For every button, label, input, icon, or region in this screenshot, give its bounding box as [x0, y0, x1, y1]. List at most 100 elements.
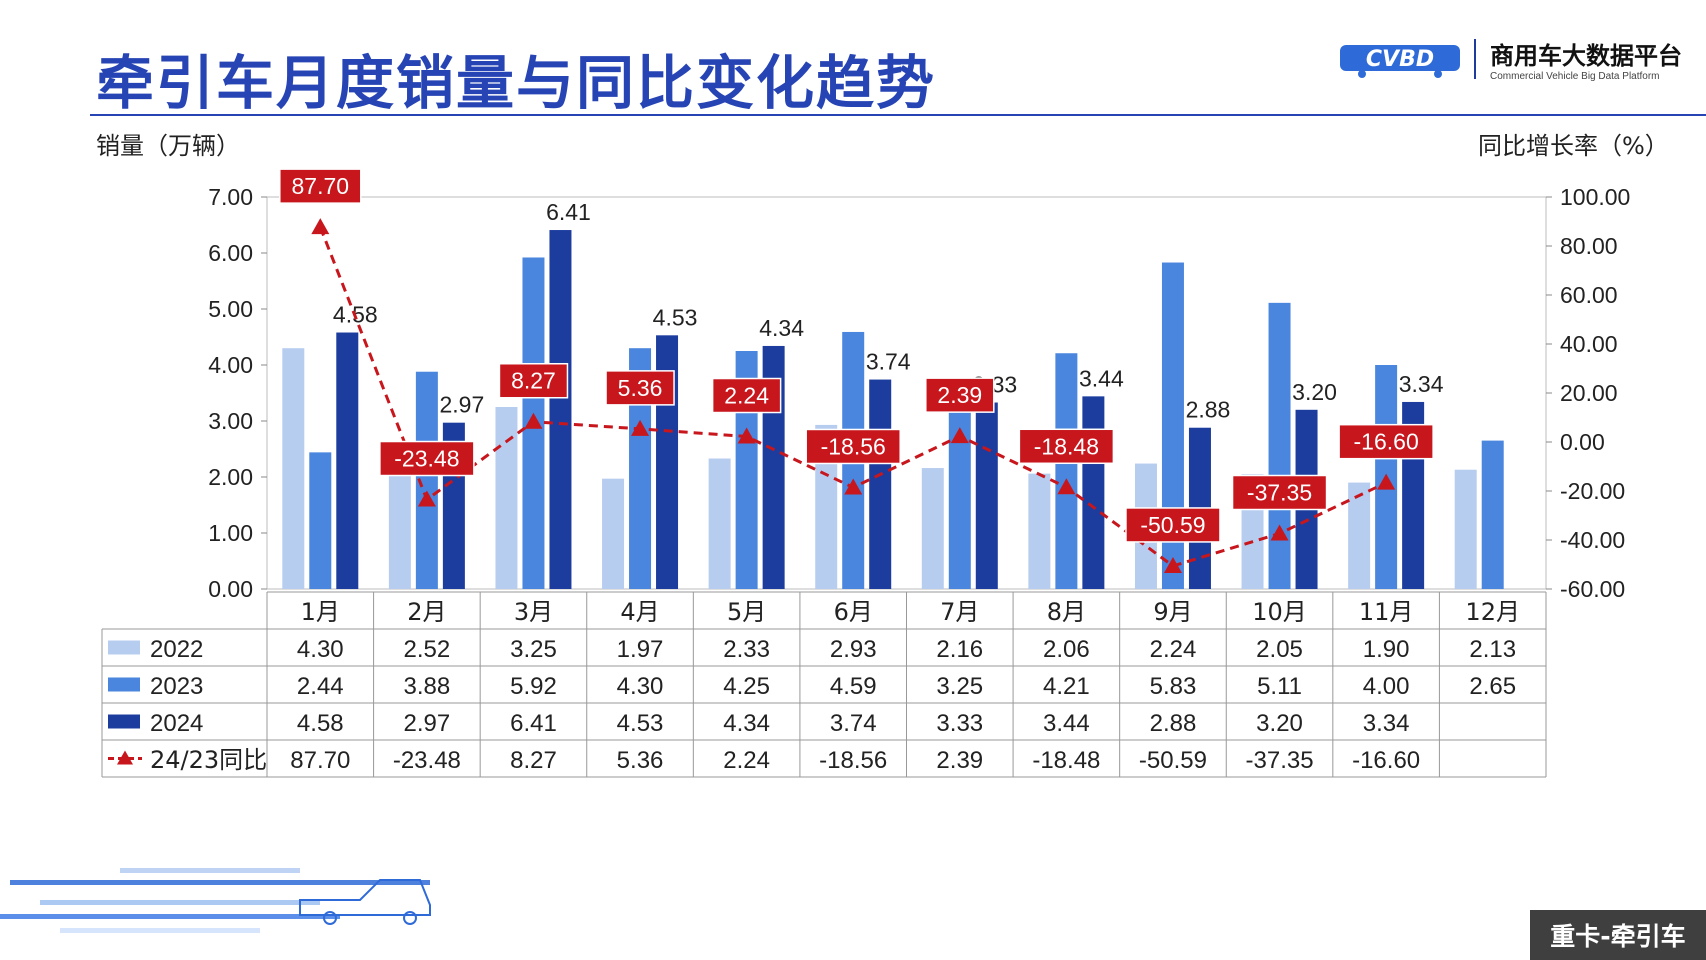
yoy-value-label: -37.35 [1247, 480, 1312, 506]
decor-streak [120, 868, 300, 873]
bar-2023 [415, 371, 438, 589]
bar-2023 [309, 452, 332, 589]
bar-2022 [602, 478, 625, 589]
y-tick-label: 0.00 [208, 576, 253, 602]
y2-tick-label: -40.00 [1560, 527, 1625, 553]
y-tick-label: 6.00 [208, 240, 253, 266]
bar-value-label-2024: 3.20 [1292, 379, 1337, 405]
brand-separator [1474, 39, 1476, 79]
yoy-value-label: 8.27 [511, 368, 556, 394]
yoy-value-label: -18.48 [1034, 433, 1099, 459]
bar-2022 [1028, 473, 1051, 589]
table-cell-value: -37.35 [1246, 747, 1314, 774]
y-tick-label: 1.00 [208, 520, 253, 546]
bar-2022 [815, 424, 838, 589]
x-category-label: 8月 [1047, 598, 1086, 626]
yoy-value-label: -23.48 [394, 446, 459, 472]
bar-2022 [1454, 469, 1477, 589]
legend-swatch-2024 [108, 714, 140, 729]
decor-streak [0, 914, 340, 919]
table-cell-value: 2.39 [936, 747, 983, 774]
yoy-marker [1163, 556, 1182, 573]
yoy-marker [1270, 524, 1289, 541]
yoy-value-label: 2.24 [724, 383, 769, 409]
yoy-marker [631, 419, 650, 436]
bar-2022 [388, 447, 411, 589]
table-cell-value: 4.25 [723, 673, 770, 700]
x-category-label: 2月 [407, 598, 446, 626]
yoy-value-label: 5.36 [618, 375, 663, 401]
bar-2024 [869, 379, 892, 589]
y2-tick-label: 80.00 [1560, 233, 1618, 259]
table-cell-value: 3.25 [510, 636, 557, 663]
table-cell-value: 2.05 [1256, 636, 1303, 663]
table-cell-value: 4.00 [1363, 673, 1410, 700]
x-category-label: 4月 [620, 598, 659, 626]
x-category-label: 6月 [834, 598, 873, 626]
truck-wheel-icon [323, 911, 337, 925]
brand-block: CVBD 商用车大数据平台 Commercial Vehicle Big Dat… [1340, 36, 1682, 82]
table-cell-value: 3.74 [830, 710, 877, 737]
y2-tick-label: 0.00 [1560, 429, 1605, 455]
bar-value-label-2024: 4.53 [653, 304, 698, 330]
bar-value-label-2024: 2.88 [1186, 397, 1231, 423]
yoy-value-label: 87.70 [292, 173, 350, 199]
table-cell-value: 4.58 [297, 710, 344, 737]
legend-label: 2023 [150, 673, 203, 700]
table-cell-value: 5.36 [617, 747, 664, 774]
y2-axis-title: 同比增长率（%） [1478, 132, 1669, 160]
x-category-label: 7月 [940, 598, 979, 626]
x-category-label: 11月 [1359, 598, 1414, 626]
table-cell-value: 4.21 [1043, 673, 1090, 700]
yoy-label-box [925, 377, 995, 413]
table-cell-value: 2.33 [723, 636, 770, 663]
yoy-marker [1377, 473, 1396, 490]
yoy-marker [950, 427, 969, 444]
yoy-label-box [498, 362, 569, 399]
brand-subtitle: Commercial Vehicle Big Data Platform [1490, 71, 1660, 82]
table-cell-value: -23.48 [393, 747, 461, 774]
yoy-label-box [1125, 507, 1221, 543]
bar-2023 [948, 407, 971, 589]
x-category-label: 5月 [727, 598, 766, 626]
table-cell-value: 3.25 [936, 673, 983, 700]
y2-tick-label: 100.00 [1560, 184, 1630, 210]
bar-2022 [282, 348, 305, 589]
cvbd-logo-icon: CVBD [1340, 45, 1460, 78]
yoy-label-box [379, 440, 475, 477]
legend-label: 24/23同比 [150, 746, 267, 774]
legend-swatch-2022 [108, 640, 140, 655]
bar-value-label-2024: 2.97 [439, 392, 484, 418]
table-cell-value: -16.60 [1352, 747, 1420, 774]
truck-outline-icon [299, 879, 431, 916]
yoy-marker [311, 218, 330, 235]
table-cell-value: 5.11 [1257, 673, 1302, 700]
table-cell-value: 2.24 [1150, 636, 1197, 663]
table-cell-value: 6.41 [510, 710, 557, 737]
legend-swatch-2023 [108, 677, 140, 692]
legend-label: 2024 [150, 710, 203, 737]
yoy-value-label: -18.56 [821, 433, 886, 459]
yoy-label-box [805, 428, 901, 465]
table-cell-value: 8.27 [510, 747, 557, 774]
bar-value-label-2024: 4.34 [759, 315, 804, 341]
table-cell-value: 4.30 [617, 673, 664, 700]
table-cell-value: 5.92 [510, 673, 557, 700]
table-cell-value: 87.70 [290, 747, 350, 774]
table-cell-value: 2.13 [1469, 636, 1516, 663]
y2-tick-label: 40.00 [1560, 331, 1618, 357]
bar-2022 [495, 407, 518, 589]
page-title: 牵引车月度销量与同比变化趋势 [96, 49, 937, 117]
legend-marker-yoy [117, 750, 133, 765]
y-tick-label: 4.00 [208, 352, 253, 378]
x-category-label: 12月 [1465, 598, 1520, 626]
bar-2022 [1348, 482, 1371, 589]
yoy-marker [1057, 478, 1076, 495]
table-cell-value: 2.06 [1043, 636, 1090, 663]
table-cell-value: 2.52 [404, 636, 451, 663]
yoy-value-label: -50.59 [1140, 512, 1205, 538]
decor-streak [10, 880, 430, 885]
bar-2023 [629, 348, 652, 589]
y2-tick-label: 20.00 [1560, 380, 1618, 406]
yoy-label-box [711, 377, 782, 414]
